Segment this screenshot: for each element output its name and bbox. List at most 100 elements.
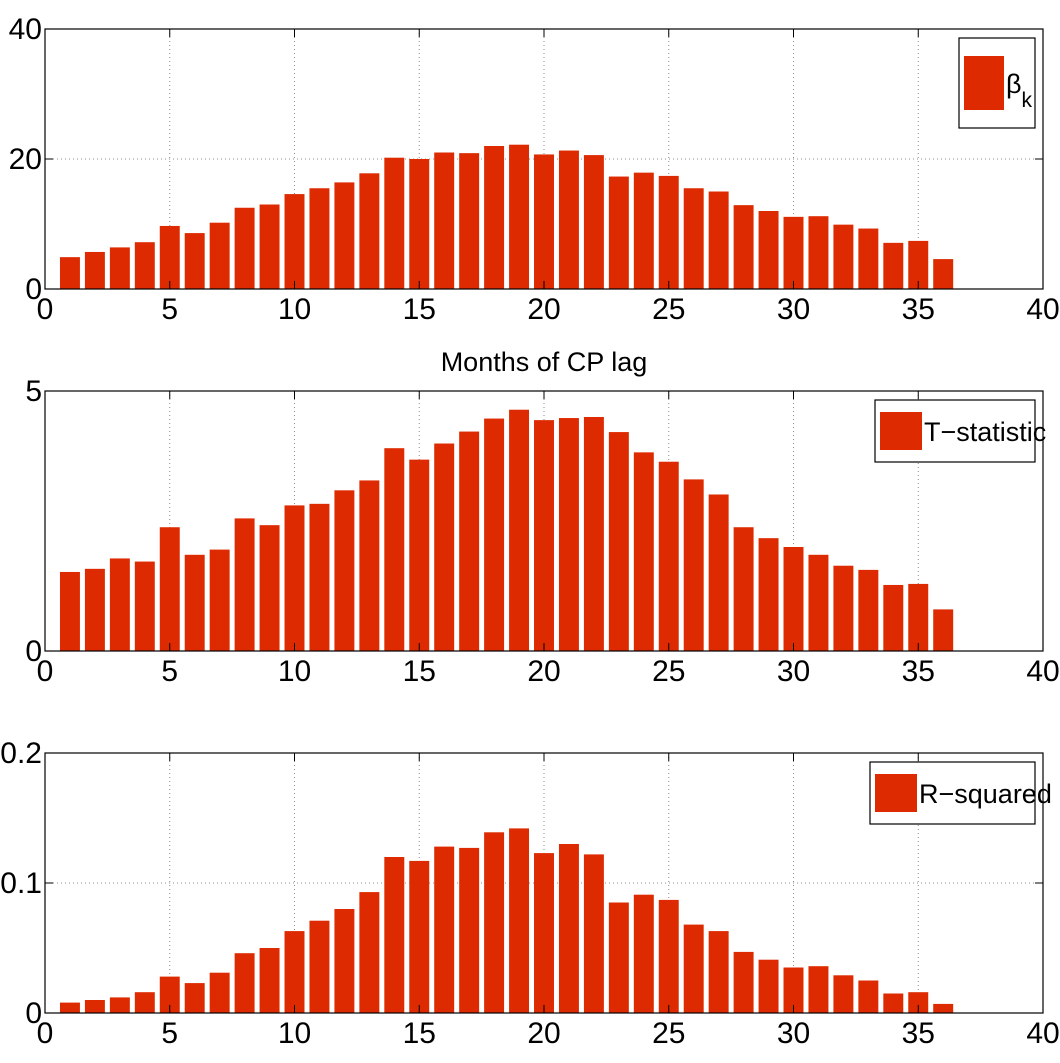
x-tick-label: 10 [278,293,311,326]
x-tick-label: 20 [527,655,560,688]
bar [858,228,879,289]
x-tick-label: 35 [902,293,935,326]
bar [783,547,804,651]
x-tick-label: 40 [1026,655,1059,688]
bar [59,257,80,289]
bar [509,144,530,289]
x-tick-label: 0 [37,655,54,688]
bar [558,418,579,651]
bar [284,931,305,1013]
bar [259,204,280,289]
bar [259,525,280,651]
bar [209,549,230,651]
bar [833,565,854,651]
bar [583,854,604,1013]
bar [134,242,155,289]
x-tick-label: 30 [777,1017,810,1050]
bar [858,980,879,1013]
bar [359,892,380,1013]
bar [109,997,130,1013]
bar [583,155,604,289]
bar [608,902,629,1013]
x-tick-label: 10 [278,655,311,688]
bar [633,894,654,1013]
bar [434,152,455,289]
bar [134,561,155,651]
legend: T−statistic [874,399,1046,463]
x-tick-label: 5 [161,655,178,688]
legend-swatch [964,56,1004,110]
bar [858,569,879,651]
bar [558,150,579,289]
bar [558,844,579,1013]
bar [683,188,704,289]
x-tick-label: 30 [777,293,810,326]
bar [334,909,355,1013]
bar [459,431,480,651]
legend-swatch [880,412,922,450]
y-tick-label: 0 [25,635,42,668]
bar [908,992,929,1013]
chart-panel-1: 0 5 10 15 20 25 30 35 40 0 20 40 Months of CP lag βk [9,13,1060,377]
x-tick-label: 0 [37,1017,54,1050]
bar [658,175,679,289]
bar [184,554,205,651]
bar [159,976,180,1013]
bar [159,225,180,289]
bar [758,538,779,651]
bar [459,847,480,1013]
bar [708,494,729,651]
bar [908,240,929,289]
x-tick-label: 5 [161,293,178,326]
bar [234,207,255,289]
bar [633,172,654,289]
bar [509,828,530,1013]
x-tick-label: 35 [902,655,935,688]
bar [484,418,505,651]
bar [209,972,230,1013]
bar [509,409,530,651]
y-tick-label: 5 [25,375,42,408]
legend: R−squared [869,761,1052,825]
bar [534,420,554,651]
bar [808,554,829,651]
bar [883,993,904,1013]
bar [758,959,779,1013]
bar [209,222,230,289]
bar [184,233,205,289]
bar [134,992,155,1013]
legend-swatch [875,774,917,812]
legend-label: βk [1006,69,1033,112]
bar [683,924,704,1013]
bar [583,417,604,651]
bar [883,242,904,289]
bar [733,205,754,289]
chart-panel-3: 0 5 10 15 20 25 30 35 40 0 0.1 0.2 R−squared [0,737,1059,1050]
bar [309,920,330,1013]
x-tick-label: 25 [652,1017,685,1050]
bar [783,216,804,289]
bar [708,931,729,1013]
bar [608,432,629,651]
bar [708,191,729,289]
y-tick-label: 40 [9,13,42,46]
bar [833,224,854,289]
chart-panel-2: 0 5 10 15 20 25 30 35 40 0 5 T−statistic [25,375,1059,688]
x-axis-label: Months of CP lag [441,347,648,377]
x-tick-label: 20 [527,293,560,326]
x-tick-label: 35 [902,1017,935,1050]
legend: βk [958,37,1036,129]
bar [309,503,330,651]
bar [84,568,105,651]
bar [434,846,455,1013]
bar [184,983,205,1013]
bar [284,194,305,289]
bar [84,251,105,289]
bar [883,584,904,651]
bar [933,259,954,289]
bar [459,153,480,289]
x-tick-label: 25 [652,293,685,326]
bar [534,154,554,289]
bar [658,899,679,1013]
bar [808,966,829,1013]
